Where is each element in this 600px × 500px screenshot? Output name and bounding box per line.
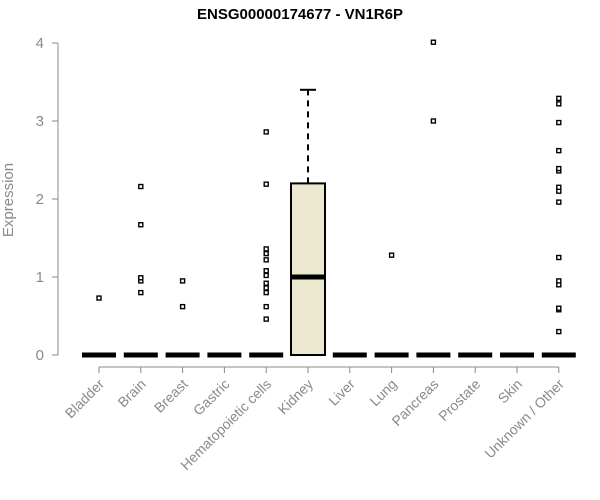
outlier-point xyxy=(263,303,269,310)
outlier-point xyxy=(138,289,144,296)
y-axis-title: Expression xyxy=(0,163,17,237)
outlier-point xyxy=(556,184,562,191)
box-rect xyxy=(290,182,326,356)
outlier-point xyxy=(263,181,269,187)
outlier-point xyxy=(263,250,269,257)
chart-title: ENSG00000174677 - VN1R6P xyxy=(197,6,403,23)
y-tick-label: 0 xyxy=(36,347,44,364)
x-tick-label: Skin xyxy=(495,376,526,407)
outliers xyxy=(96,39,562,335)
x-tick-label: Unknown / Other xyxy=(481,376,567,462)
x-tick-label: Liver xyxy=(325,376,358,409)
outlier-point xyxy=(556,328,562,335)
outlier-point xyxy=(556,119,562,126)
y-tick-label: 3 xyxy=(36,113,44,130)
axes: 0 1 2 3 4 Expression xyxy=(0,35,560,373)
boxes xyxy=(82,88,576,358)
outlier-point xyxy=(263,289,269,296)
outlier-point xyxy=(138,275,144,281)
outlier-point xyxy=(430,39,437,45)
outlier-point xyxy=(556,305,562,311)
y-tick-label: 1 xyxy=(36,269,44,286)
outlier-point xyxy=(263,272,269,279)
outlier-point xyxy=(138,183,144,190)
box-kidney xyxy=(290,88,326,356)
outlier-point xyxy=(556,199,562,205)
x-tick-label: Prostate xyxy=(435,376,483,424)
outlier-point xyxy=(263,246,269,252)
x-tick-label: Breast xyxy=(151,376,191,416)
outlier-point xyxy=(556,95,562,102)
x-tick-label: Kidney xyxy=(275,376,317,418)
y-tick-label: 4 xyxy=(36,35,44,52)
outlier-point xyxy=(263,268,269,274)
outlier-point xyxy=(263,285,269,291)
y-tick-label: 2 xyxy=(36,191,44,208)
outlier-point xyxy=(138,222,144,228)
outlier-point xyxy=(96,295,102,301)
outlier-point xyxy=(179,278,186,284)
outlier-point xyxy=(263,280,269,286)
outlier-point xyxy=(556,101,562,107)
outlier-point xyxy=(556,278,562,284)
outlier-point xyxy=(430,118,437,124)
outlier-point xyxy=(556,147,562,154)
outlier-point xyxy=(263,316,269,322)
outlier-point xyxy=(388,252,395,258)
outlier-point xyxy=(263,129,269,135)
outlier-point xyxy=(556,165,562,172)
outlier-point xyxy=(263,257,269,263)
x-tick-label: Bladder xyxy=(62,376,108,422)
outlier-point xyxy=(179,303,186,310)
outlier-point xyxy=(556,254,562,261)
x-tick-label: Brain xyxy=(114,376,148,410)
x-tick-label: Lung xyxy=(366,376,399,409)
